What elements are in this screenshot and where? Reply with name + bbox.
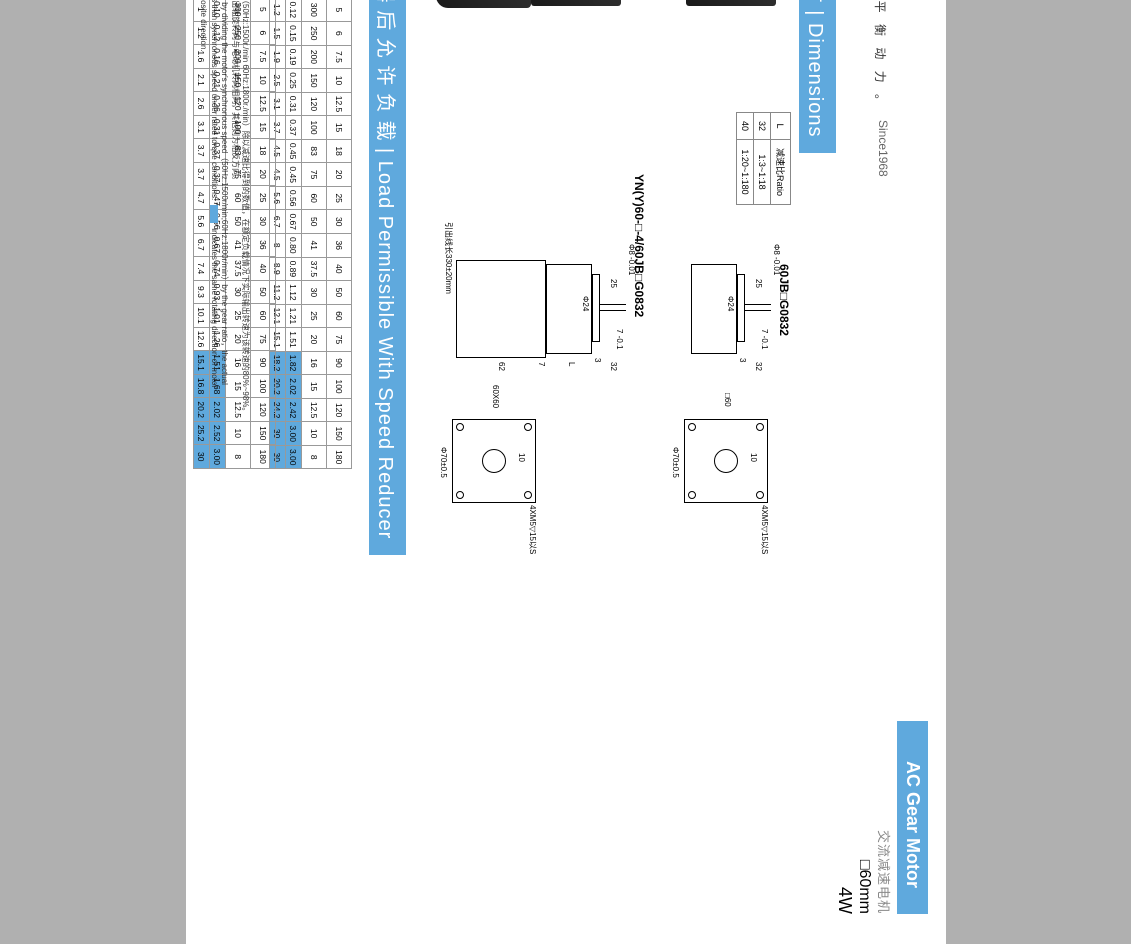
ratio-td-r1: 1:3~1:18 <box>753 139 770 204</box>
foot-en1: The speed figures are calculated by divi… <box>220 0 229 384</box>
foot-cn2b: " 色表示减速器出轴旋转向与电动机转向相同，其他则为相反方向。 <box>230 0 239 184</box>
page-wrapper: LINIX® 联 宜 电 机 ， 平 衡 动 力 。 Since1968 AC … <box>0 0 1131 797</box>
title-block: AC Gear Motor 交流减速电机 □60mm 4W <box>834 720 928 913</box>
foot-en2a: output speed is about 2-20% less than sy… <box>209 0 218 205</box>
brand-since: Since1968 <box>876 120 890 177</box>
ratio-th-r: 减速比Ratio <box>770 139 790 204</box>
table-50hz: 型号Model减速比Ratio3567.51012.51518202530364… <box>269 0 352 469</box>
section-load-title: 带 减 速 器 后 允 许 负 载 | Load Permissible Wit… <box>369 0 406 555</box>
product-photo-gearbox <box>686 0 776 6</box>
ratio-th-l: L <box>770 112 790 139</box>
foot-en2b: " indicates the same rotating direction … <box>209 223 218 388</box>
diagram-gearbox-side: Φ8 -0.01 7 -0.1 25 32 3 Φ24 <box>671 234 771 394</box>
ratio-td-l2: 40 <box>736 112 753 139</box>
section-dim-title-row: 外 形 尺 寸 | Dimensions <box>799 0 836 153</box>
title-watt: 4W <box>834 720 855 913</box>
diagram-gearbox-front: 4XM5▽15以S □60 Φ70±0.5 10 <box>668 409 778 519</box>
brand-tagline-cn: 联 宜 电 机 ， 平 衡 动 力 。 <box>872 0 889 110</box>
title-en: AC Gear Motor <box>897 720 928 913</box>
ratio-td-r2: 1:20~1:180 <box>736 139 753 204</box>
datasheet-page: LINIX® 联 宜 电 机 ， 平 衡 动 力 。 Since1968 AC … <box>186 0 946 944</box>
diagram-motor-front: 4XM5▽15以S 60X60 Φ70±0.5 10 <box>436 409 546 519</box>
swatch-icon-2 <box>209 205 217 223</box>
product-photo-motor-body <box>436 0 531 8</box>
foot-cn1: 表中转速是由电动机的同步转速（50Hz:1500r./min 60Hz:1800… <box>240 0 249 415</box>
ratio-table: L减速比Ratio 321:3~1:18 401:20~1:180 <box>736 112 791 205</box>
ratio-td-l1: 32 <box>753 112 770 139</box>
section-dim-title: 外 形 尺 寸 | Dimensions <box>799 0 836 153</box>
brand-col: LINIX® 联 宜 电 机 ， 平 衡 动 力 。 <box>872 0 926 110</box>
title-cn: 交流减速电机 <box>875 720 894 913</box>
footnotes: 表中转速是由电动机的同步转速（50Hz:1500r./min 60Hz:1800… <box>198 0 250 524</box>
foot-en3: while the others rotate in the opposite … <box>199 0 208 51</box>
diagram-motor-side: Φ8 -0.01 7 -0.1 25 32 3 Φ24 L 7 62 引出线长3… <box>426 234 626 394</box>
brand-block: LINIX® 联 宜 电 机 ， 平 衡 动 力 。 Since1968 <box>872 0 926 176</box>
title-size: □60mm <box>855 720 873 913</box>
section-load-title-row: 带 减 速 器 后 允 许 负 载 | Load Permissible Wit… <box>369 0 406 555</box>
product-photo-motor-top <box>531 0 621 6</box>
